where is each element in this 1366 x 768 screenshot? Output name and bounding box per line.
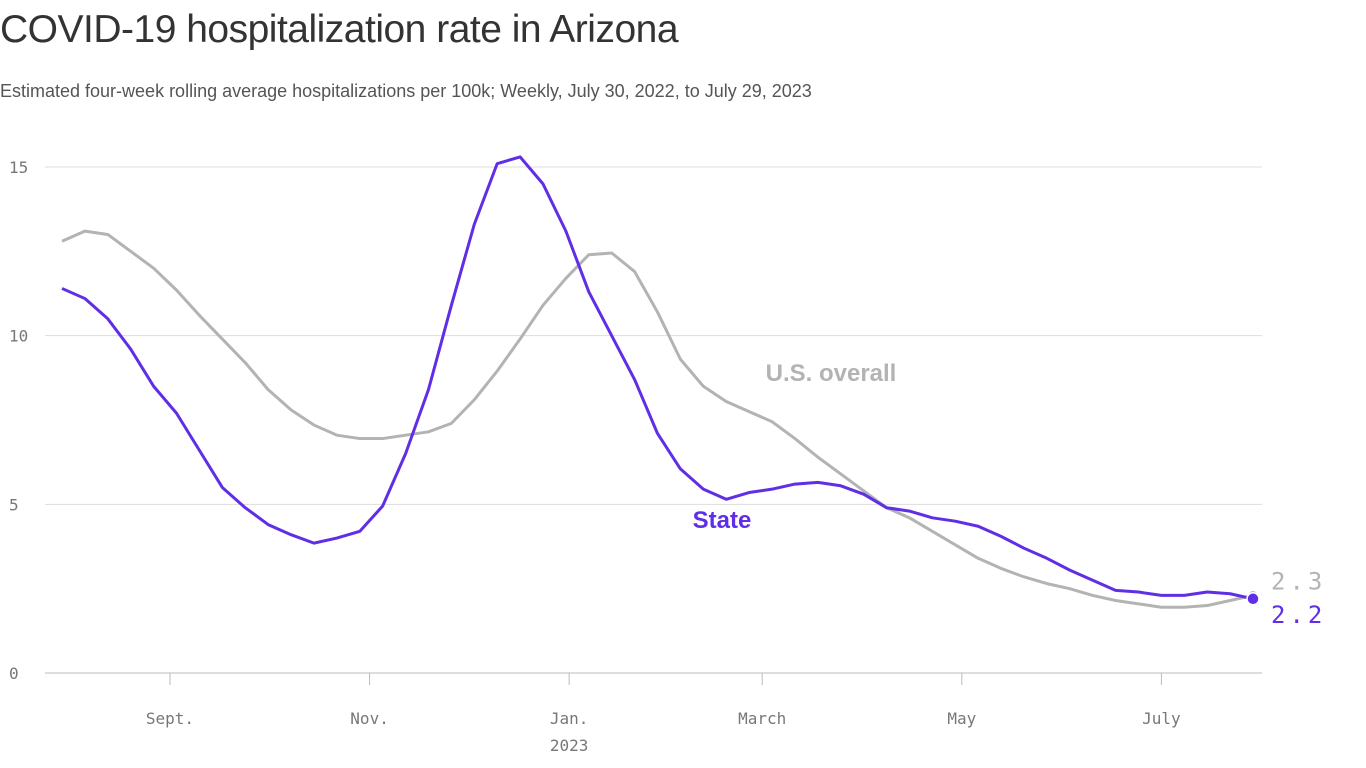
end-value-label: 2.3	[1271, 567, 1326, 595]
y-tick-label: 15	[9, 158, 28, 177]
chart-subtitle: Estimated four-week rolling average hosp…	[0, 81, 812, 101]
x-tick-sublabel: 2023	[550, 736, 589, 755]
x-tick-label: May	[947, 709, 976, 728]
y-tick-label: 5	[9, 495, 19, 514]
end-value-label: 2.2	[1271, 601, 1326, 629]
y-tick-label: 10	[9, 327, 28, 346]
series-label: U.S. overall	[766, 360, 897, 387]
series-line	[61, 229, 1254, 609]
x-tick-label: July	[1142, 709, 1181, 728]
series-label: State	[693, 507, 752, 534]
chart-title: COVID-19 hospitalization rate in Arizona	[0, 8, 679, 51]
end-point	[1246, 592, 1260, 606]
series-line	[61, 155, 1254, 601]
y-tick-label: 0	[9, 664, 19, 683]
x-tick-label: Sept.	[146, 709, 194, 728]
x-tick-label: March	[738, 709, 786, 728]
x-tick-label: Jan.	[550, 709, 589, 728]
x-tick-label: Nov.	[350, 709, 389, 728]
